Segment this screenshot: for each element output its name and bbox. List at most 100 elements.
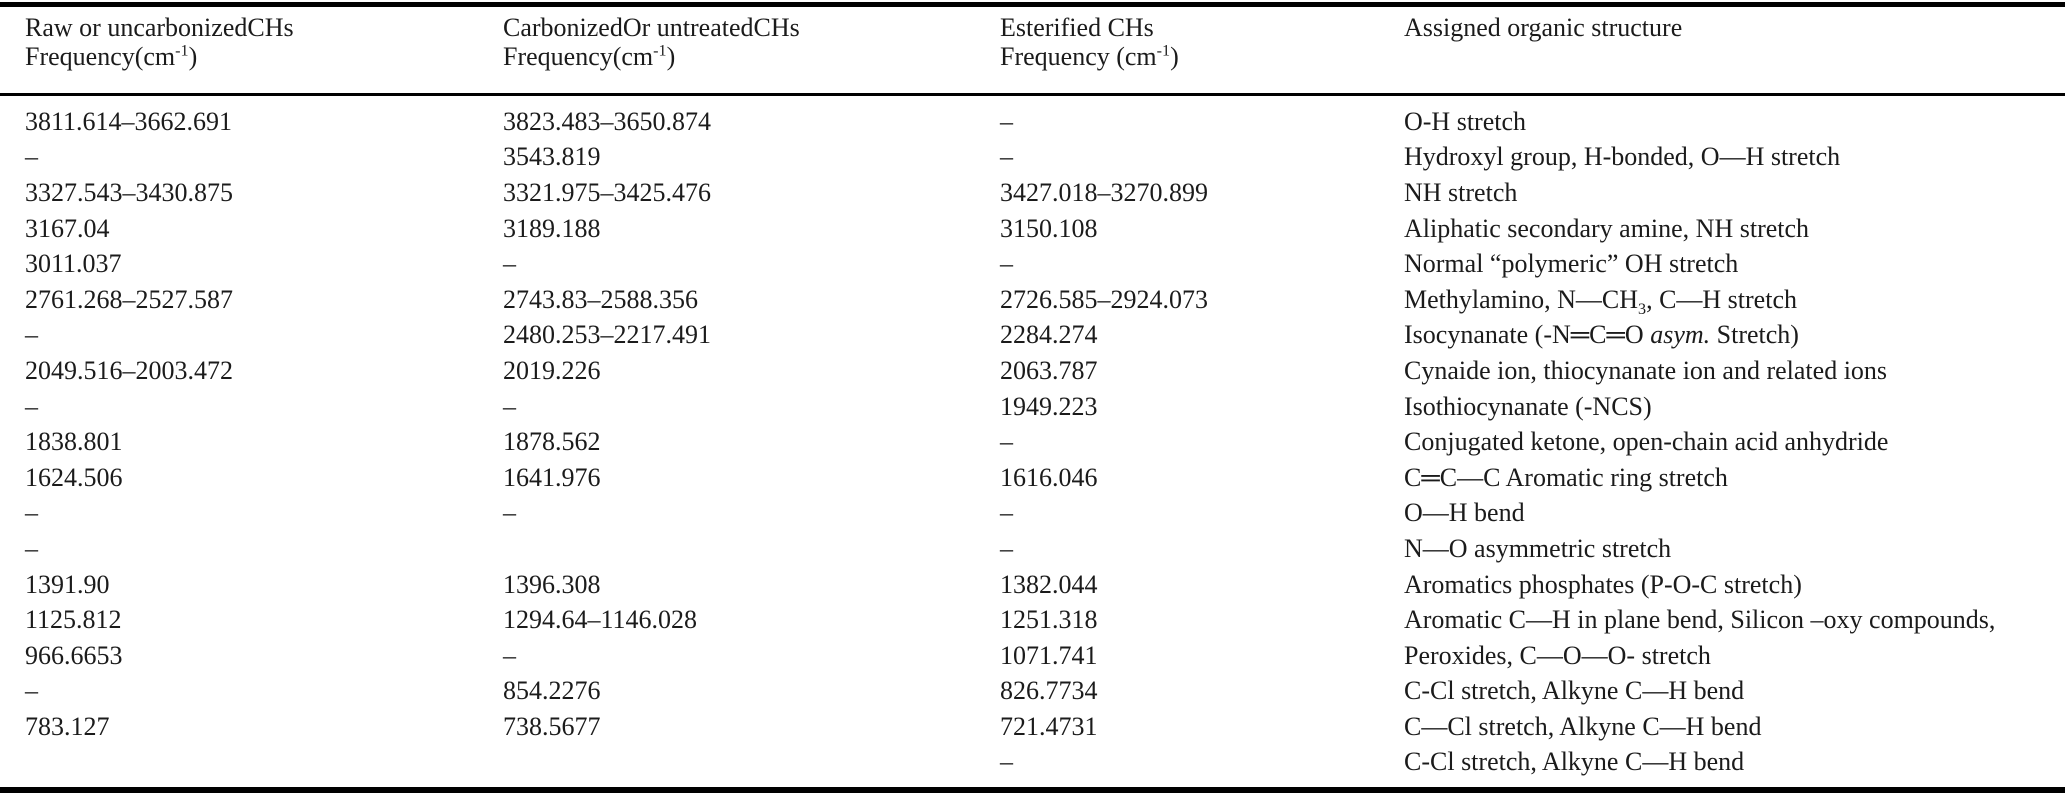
frequency-cell-col3: 1071.741 <box>1000 640 1098 670</box>
frequency-cell-col1: 1391.90 <box>25 569 110 599</box>
frequency-cell-col2: 3321.975–3425.476 <box>503 177 711 207</box>
structure-cell: Peroxides, C—O—O- stretch <box>1404 640 1711 670</box>
frequency-cell-col1: 3811.614–3662.691 <box>25 106 233 136</box>
frequency-cell-col3: 1949.223 <box>1000 391 1098 421</box>
frequency-cell-col1: 1125.812 <box>25 605 122 635</box>
structure-cell: N—O asymmetric stretch <box>1404 533 1672 563</box>
column-header-assigned-structure: Assigned organic structure <box>1404 13 2060 71</box>
frequency-cell-col1: 2761.268–2527.587 <box>25 284 233 314</box>
frequency-cell-col3: 1616.046 <box>1000 462 1098 492</box>
structure-cell: O-H stretch <box>1404 106 1527 136</box>
frequency-cell-col3: 2063.787 <box>1000 355 1098 385</box>
frequency-cell-col3: – <box>1000 427 1013 457</box>
frequency-cell-col1: 3167.04 <box>25 213 110 243</box>
frequency-cell-col2: 3823.483–3650.874 <box>503 106 711 136</box>
frequency-cell-col1: – <box>25 533 38 563</box>
frequency-cell-col1: 783.127 <box>25 711 110 741</box>
frequency-cell-col2: – <box>503 640 516 670</box>
frequency-cell-col2: – <box>503 249 516 279</box>
frequency-cell-col1: – <box>25 498 38 528</box>
structure-cell: Isothiocynanate (-NCS) <box>1404 391 1652 421</box>
table-row: – – – O—H bend <box>25 496 2060 532</box>
frequency-cell-col2: 1294.64–1146.028 <box>503 605 698 635</box>
table-row: 3327.543–3430.875 3321.975–3425.476 3427.0… <box>25 175 2060 211</box>
column-header-title: Esterified CHs <box>1000 13 1154 42</box>
frequency-cell-col2: – <box>503 498 516 528</box>
table-row: 1624.506 1641.976 1616.046 C═C—C Aromatic r… <box>25 460 2060 496</box>
structure-cell: O—H bend <box>1404 498 1525 528</box>
frequency-cell-col3: – <box>1000 747 1013 777</box>
table-row: – – N—O asymmetric stretch <box>25 531 2060 567</box>
table-row: 966.6653 – 1071.741 Peroxides, C—O—O- stret… <box>25 638 2060 674</box>
frequency-cell-col3: – <box>1000 249 1013 279</box>
column-header-raw-uncarbonized: Raw or uncarbonizedCHs Frequency(cm-1) <box>25 13 503 71</box>
table-bottom-rule <box>0 787 2065 793</box>
table-row: 2049.516–2003.472 2019.226 2063.787 Cynaide… <box>25 353 2060 389</box>
table-row: 3811.614–3662.691 3823.483–3650.874 – O-H s… <box>25 104 2060 140</box>
structure-cell: Aliphatic secondary amine, NH stretch <box>1404 213 1810 243</box>
frequency-cell-col1: 1624.506 <box>25 462 123 492</box>
frequency-cell-col3: 1382.044 <box>1000 569 1098 599</box>
frequency-cell-col2: 2019.226 <box>503 355 601 385</box>
frequency-cell-col1: – <box>25 320 38 350</box>
frequency-cell-col3: 2726.585–2924.073 <box>1000 284 1208 314</box>
frequency-cell-col2: 1641.976 <box>503 462 601 492</box>
frequency-cell-col2: 3189.188 <box>503 213 601 243</box>
column-header-units: Frequency(cm-1) <box>503 42 676 71</box>
frequency-cell-col3: 721.4731 <box>1000 711 1098 741</box>
structure-cell: NH stretch <box>1404 177 1518 207</box>
frequency-cell-col1: – <box>25 142 38 172</box>
table-header-row: Raw or uncarbonizedCHs Frequency(cm-1) C… <box>25 13 2060 71</box>
frequency-cell-col1: – <box>25 676 38 706</box>
frequency-cell-col2: 1396.308 <box>503 569 601 599</box>
structure-cell: Hydroxyl group, H-bonded, O—H stretch <box>1404 142 1841 172</box>
frequency-cell-col3: 826.7734 <box>1000 676 1098 706</box>
structure-cell: C-Cl stretch, Alkyne C—H bend <box>1404 747 1745 777</box>
structure-cell: C-Cl stretch, Alkyne C—H bend <box>1404 676 1745 706</box>
frequency-cell-col1: 3327.543–3430.875 <box>25 177 233 207</box>
table-row: – 854.2276 826.7734 C-Cl stretch, Alkyne C—… <box>25 674 2060 710</box>
frequency-cell-col3: 1251.318 <box>1000 605 1098 635</box>
structure-cell: C═C—C Aromatic ring stretch <box>1404 462 1728 492</box>
structure-cell: Methylamino, N—CH3, C—H stretch <box>1404 284 1797 318</box>
structure-cell: Cynaide ion, thiocynanate ion and relate… <box>1404 355 1888 385</box>
frequency-cell-col2: 2480.253–2217.491 <box>503 320 711 350</box>
frequency-cell-col1: 3011.037 <box>25 249 122 279</box>
frequency-cell-col1: 966.6653 <box>25 640 123 670</box>
column-header-units: Frequency(cm-1) <box>25 42 198 71</box>
structure-cell: Aromatics phosphates (P-O-C stretch) <box>1404 569 1802 599</box>
table-row: 2761.268–2527.587 2743.83–2588.356 2726.58… <box>25 282 2060 318</box>
structure-cell: Conjugated ketone, open-chain acid anhyd… <box>1404 427 1889 457</box>
table-row: – – 1949.223 Isothiocynanate (-NCS) <box>25 389 2060 425</box>
column-header-units: Frequency (cm-1) <box>1000 42 1179 71</box>
frequency-cell-col3: 3150.108 <box>1000 213 1098 243</box>
column-header-esterified: Esterified CHs Frequency (cm-1) <box>1000 13 1404 71</box>
frequency-cell-col1: 2049.516–2003.472 <box>25 355 233 385</box>
table-top-rule <box>0 2 2065 7</box>
frequency-cell-col3: – <box>1000 498 1013 528</box>
column-header-carbonized-untreated: CarbonizedOr untreatedCHs Frequency(cm-1… <box>503 13 1000 71</box>
table-row: – C-Cl stretch, Alkyne C—H bend <box>25 745 2060 781</box>
table-row: 3011.037 – – Normal “polymeric” OH stretch <box>25 246 2060 282</box>
table-row: – 3543.819 – Hydroxyl group, H-bonded, O—H … <box>25 140 2060 176</box>
table-row: 1391.90 1396.308 1382.044 Aromatics phospha… <box>25 567 2060 603</box>
frequency-cell-col3: – <box>1000 142 1013 172</box>
column-header-title: Assigned organic structure <box>1404 13 1683 42</box>
frequency-cell-col2: 3543.819 <box>503 142 601 172</box>
structure-cell: Normal “polymeric” OH stretch <box>1404 249 1739 279</box>
frequency-cell-col2: 738.5677 <box>503 711 601 741</box>
table-row: – 2480.253–2217.491 2284.274 Isocynanate (-… <box>25 318 2060 354</box>
frequency-cell-col1: 1838.801 <box>25 427 123 457</box>
frequency-cell-col2: 854.2276 <box>503 676 601 706</box>
frequency-cell-col3: – <box>1000 533 1013 563</box>
frequency-cell-col3: – <box>1000 106 1013 136</box>
structure-cell: C—Cl stretch, Alkyne C—H bend <box>1404 711 1762 741</box>
structure-cell: Isocynanate (-N═C═O asym. Stretch) <box>1404 320 1799 350</box>
frequency-cell-col3: 2284.274 <box>1000 320 1098 350</box>
table-body: 3811.614–3662.691 3823.483–3650.874 – O-H s… <box>25 104 2060 780</box>
frequency-cell-col2: – <box>503 391 516 421</box>
table-row: 1125.812 1294.64–1146.028 1251.318 Aromatic… <box>25 602 2060 638</box>
column-header-title: Raw or uncarbonizedCHs <box>25 13 294 42</box>
frequency-cell-col2: 1878.562 <box>503 427 601 457</box>
